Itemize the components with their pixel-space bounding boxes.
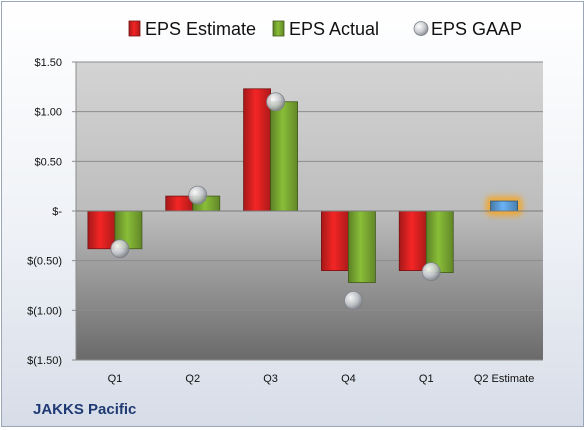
legend-swatch-2 <box>413 21 429 36</box>
y-tick-label-3: $- <box>52 206 62 218</box>
legend-swatch-1 <box>272 20 285 37</box>
x-tick-label-2: Q3 <box>263 373 278 385</box>
gaap-marker-1 <box>188 185 208 205</box>
bar-series-0-1 <box>165 195 194 212</box>
bar-series-1-2 <box>270 101 298 212</box>
bar-series-0-0 <box>87 210 116 250</box>
bar-series-0-2 <box>243 88 271 212</box>
bar-series-1-3 <box>348 210 376 283</box>
legend-label-2: EPS GAAP <box>431 19 522 39</box>
y-tick-label-0: $1.50 <box>34 57 62 69</box>
y-tick-label-5: $(1.00) <box>27 305 62 317</box>
y-tick-label-4: $(0.50) <box>27 256 62 268</box>
x-tick-label-1: Q2 <box>185 373 200 385</box>
gaap-marker-3 <box>344 290 363 310</box>
x-tick-label-3: Q4 <box>341 373 356 385</box>
x-tick-label-5: Q2 Estimate <box>474 373 535 385</box>
y-tick-label-6: $(1.50) <box>27 355 62 367</box>
bar-series-0-4 <box>398 210 427 271</box>
gaap-marker-4 <box>421 262 441 281</box>
bar-series-3-5 <box>490 200 518 212</box>
gaap-marker-2 <box>266 92 285 112</box>
y-tick-label-1: $1.00 <box>34 107 62 119</box>
y-tick-label-2: $0.50 <box>34 156 62 168</box>
legend-label-0: EPS Estimate <box>145 19 256 39</box>
legend-swatch-0 <box>128 20 141 37</box>
company-label: JAKKS Pacific <box>33 401 137 418</box>
x-tick-label-4: Q1 <box>419 373 434 385</box>
x-tick-label-0: Q1 <box>108 373 123 385</box>
gaap-marker-0 <box>110 239 130 259</box>
legend-label-1: EPS Actual <box>289 19 379 39</box>
bar-series-0-3 <box>321 210 349 271</box>
